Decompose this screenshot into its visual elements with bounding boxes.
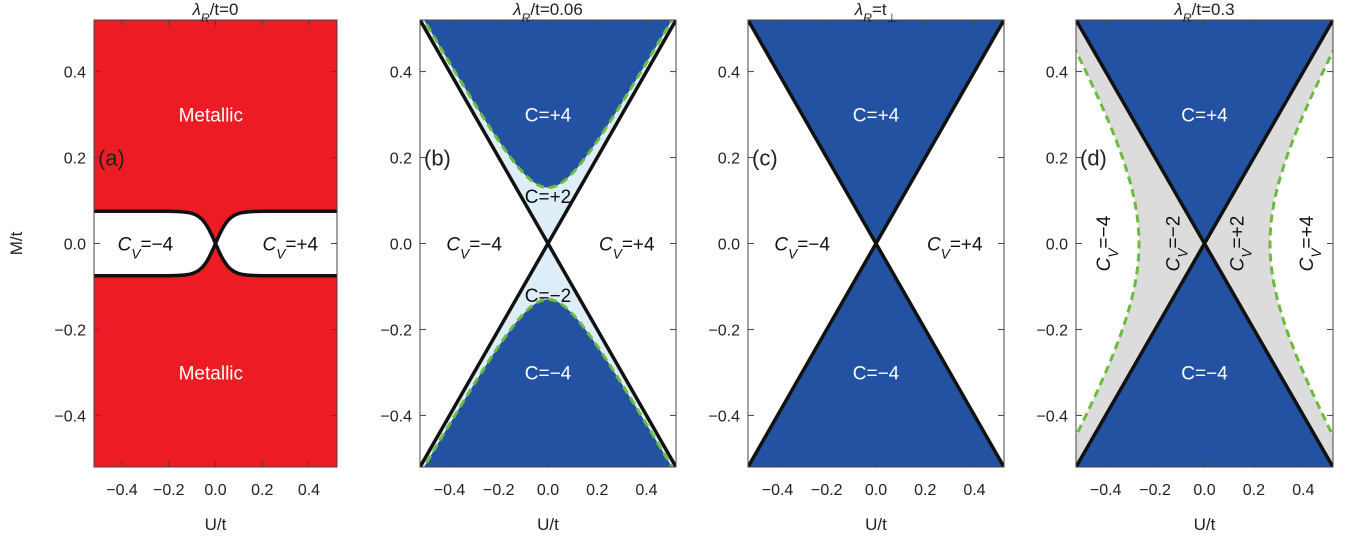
- x-tick-label: 0.2: [914, 482, 936, 499]
- region-label: CV=+4: [599, 235, 655, 262]
- y-tick-label: 0.2: [390, 151, 412, 168]
- region-label: CV=−4: [774, 235, 830, 262]
- x-tick-label: −0.2: [153, 482, 185, 499]
- panel-b: −0.4 −0.2 0.0 0.2 0.4 0.4 0.2 0.0 −0.2 −0.4 U/t λR/…: [380, 0, 677, 534]
- chern-region-upper: [1076, 20, 1333, 244]
- phase-boundary-lower: [94, 239, 337, 278]
- region-label: CV=−4: [118, 235, 174, 262]
- panel-title: λR/t=0.06: [512, 0, 583, 25]
- x-tick-label: 0.0: [204, 482, 226, 499]
- dashed-boundary-right: [1268, 47, 1333, 440]
- region-label: C=+4: [525, 106, 572, 127]
- chern-region-lower: [748, 243, 1004, 467]
- chern-region-lower: [420, 299, 676, 467]
- region-label: CV=+4: [262, 235, 318, 262]
- y-tick-label: 0.2: [1046, 151, 1068, 168]
- chern-region-upper: [420, 20, 676, 188]
- region-label: CV=−4: [1094, 215, 1121, 271]
- region-label: C=+2: [525, 187, 571, 208]
- y-tick-label: 0.2: [64, 151, 86, 168]
- region-label: CV=+4: [1297, 215, 1324, 271]
- y-tick-label: 0.0: [64, 237, 86, 254]
- x-tick-label: −0.2: [811, 482, 843, 499]
- x-tick-label: −0.4: [1090, 482, 1122, 499]
- region-label: C=+4: [853, 106, 900, 127]
- region-label: CV=−2: [1163, 216, 1190, 272]
- phase-line-diag-2: [420, 20, 676, 467]
- dashed-boundary-left: [1076, 47, 1141, 440]
- panel-label: (a): [98, 146, 125, 171]
- panel-label: (d): [1080, 146, 1107, 171]
- y-tick-label: 0.0: [1046, 237, 1068, 254]
- region-label: C=−2: [525, 286, 571, 307]
- region-label: CV=−4: [446, 235, 502, 262]
- y-tick-label: −0.2: [1036, 322, 1068, 339]
- y-axis-label: M/t: [7, 231, 26, 255]
- panel-title: λR=t⊥: [854, 0, 898, 25]
- y-tick-label: 0.4: [718, 65, 740, 82]
- y-tick-label: 0.4: [390, 65, 412, 82]
- region-label: Metallic: [179, 363, 243, 384]
- x-tick-label: 0.0: [865, 482, 887, 499]
- panel-title: λR/t=0.3: [1173, 0, 1234, 25]
- x-axis-label: U/t: [537, 515, 559, 534]
- x-tick-label: −0.2: [483, 482, 515, 499]
- region-label: C=−4: [853, 363, 900, 384]
- x-tick-label: 0.0: [537, 482, 559, 499]
- y-tick-label: 0.2: [718, 151, 740, 168]
- dashed-boundary-upper: [422, 20, 674, 190]
- x-axis-label: U/t: [865, 515, 887, 534]
- x-tick-label: 0.4: [963, 482, 985, 499]
- x-tick-label: 0.0: [1193, 482, 1215, 499]
- x-tick-label: −0.2: [1139, 482, 1171, 499]
- panel-label: (c): [752, 146, 778, 171]
- y-tick-label: 0.4: [64, 65, 86, 82]
- chern-region-lower: [1076, 243, 1333, 467]
- y-tick-label: 0.0: [390, 237, 412, 254]
- x-tick-label: 0.2: [1243, 482, 1265, 499]
- y-tick-label: −0.4: [380, 408, 412, 425]
- region-label: Metallic: [179, 106, 243, 127]
- region-label: CV=+2: [1228, 216, 1255, 272]
- panel-label: (b): [424, 146, 451, 171]
- dashed-boundary-lower: [422, 297, 674, 467]
- x-tick-label: 0.4: [1292, 482, 1314, 499]
- y-tick-label: −0.2: [54, 322, 86, 339]
- region-label: C=−4: [1181, 363, 1228, 384]
- region-label: C=+4: [1181, 106, 1228, 127]
- y-tick-label: 0.0: [718, 237, 740, 254]
- region-label: C=−4: [525, 363, 572, 384]
- y-tick-label: −0.2: [380, 322, 412, 339]
- plot-area: [748, 20, 1004, 467]
- x-axis-label: U/t: [1194, 515, 1216, 534]
- outer-region-right: [1270, 51, 1333, 436]
- panel-d: −0.4 −0.2 0.0 0.2 0.4 0.4 0.2 0.0 −0.2 −0.4 U/t λR/…: [1036, 0, 1334, 534]
- panel-title: λR/t=0: [191, 0, 238, 25]
- x-tick-label: 0.4: [298, 482, 320, 499]
- phase-line-diag-2: [1076, 20, 1333, 467]
- y-tick-label: −0.4: [708, 408, 740, 425]
- x-axis-label: U/t: [205, 515, 227, 534]
- region-label: CV=+4: [927, 235, 983, 262]
- x-tick-label: 0.2: [586, 482, 608, 499]
- panel-a: −0.4 −0.2 0.0 0.2 0.4 0.4 0.2 0.0 −0.2 −0.4 U/t M/t…: [7, 0, 338, 534]
- x-tick-label: −0.4: [106, 482, 138, 499]
- outer-region-left: [1076, 51, 1139, 436]
- x-tick-label: 0.4: [635, 482, 657, 499]
- chern-region-upper: [748, 20, 1004, 244]
- y-tick-label: −0.4: [1036, 408, 1068, 425]
- phase-line-diag-2: [748, 20, 1004, 467]
- y-tick-label: 0.4: [1046, 65, 1068, 82]
- x-tick-label: 0.2: [251, 482, 273, 499]
- y-tick-label: −0.4: [54, 408, 86, 425]
- x-tick-label: −0.4: [434, 482, 466, 499]
- plot-area: [94, 20, 337, 467]
- plot-area: [1076, 20, 1333, 467]
- panel-c: −0.4 −0.2 0.0 0.2 0.4 0.4 0.2 0.0 −0.2 −0.4 U/t λR=…: [708, 0, 1005, 534]
- plot-area: [420, 20, 676, 467]
- x-tick-label: −0.4: [762, 482, 794, 499]
- y-tick-label: −0.2: [708, 322, 740, 339]
